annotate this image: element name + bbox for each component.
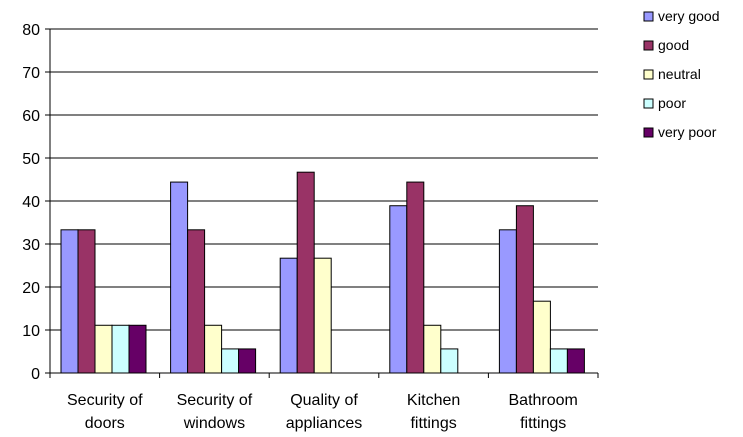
legend-swatch	[643, 11, 654, 22]
x-category-label: doors	[85, 415, 125, 432]
y-tick-label: 70	[22, 65, 40, 82]
legend-label: neutral	[658, 66, 701, 82]
bar-good-4	[515, 205, 534, 374]
y-tick-label: 40	[22, 194, 40, 211]
bar-very-poor-4	[566, 348, 585, 374]
bar-very-good-2	[279, 257, 298, 374]
legend-swatch	[643, 127, 654, 138]
bar-good-1	[187, 229, 206, 374]
bar-good-2	[296, 171, 315, 374]
bar-very-poor-1	[238, 348, 257, 374]
bar-poor-0	[111, 324, 130, 374]
y-tick-label: 60	[22, 108, 40, 125]
y-tick-label: 0	[31, 366, 40, 383]
bar-neutral-3	[423, 324, 442, 374]
legend-label: very good	[658, 8, 719, 24]
y-tick-label: 80	[22, 22, 40, 39]
y-axis-ticks: 0 10 20 30 40 50 60 70 80	[22, 22, 50, 383]
legend-label: good	[658, 37, 689, 53]
legend: very good good neutral poor very poor	[643, 8, 719, 140]
bar-very-good-4	[498, 229, 517, 374]
x-category-label: fittings	[520, 415, 566, 432]
bar-poor-3	[440, 348, 459, 374]
legend-swatch	[643, 69, 654, 80]
y-tick-label: 30	[22, 237, 40, 254]
gridlines	[50, 28, 598, 331]
bar-very-good-0	[60, 229, 79, 374]
legend-swatch	[643, 98, 654, 109]
legend-label: very poor	[658, 124, 717, 140]
y-tick-label: 50	[22, 151, 40, 168]
x-category-label: Quality of	[290, 392, 358, 409]
bar-neutral-0	[94, 324, 113, 374]
x-category-label: Bathroom	[509, 392, 578, 409]
y-tick-label: 10	[22, 323, 40, 340]
bar-neutral-2	[313, 257, 332, 374]
bar-very-good-3	[389, 205, 408, 374]
x-category-label: fittings	[410, 415, 456, 432]
bar-neutral-1	[204, 324, 223, 374]
bar-very-good-1	[170, 181, 189, 374]
axes	[49, 29, 599, 378]
x-category-label: appliances	[286, 415, 363, 432]
bar-good-0	[77, 229, 96, 374]
x-axis-category-labels: Security of doors Security of windows Qualit…	[67, 392, 578, 432]
bar-poor-1	[221, 348, 240, 374]
legend-swatch	[643, 40, 654, 51]
bar-good-3	[406, 181, 425, 374]
bar-very-poor-0	[128, 324, 147, 374]
x-category-label: windows	[183, 415, 245, 432]
legend-label: poor	[658, 95, 686, 111]
x-category-label: Security of	[67, 392, 143, 409]
x-category-label: Kitchen	[407, 392, 460, 409]
bars	[60, 171, 585, 374]
bar-poor-4	[549, 348, 568, 374]
y-tick-label: 20	[22, 280, 40, 297]
bar-neutral-4	[532, 300, 551, 374]
x-category-label: Security of	[177, 392, 253, 409]
